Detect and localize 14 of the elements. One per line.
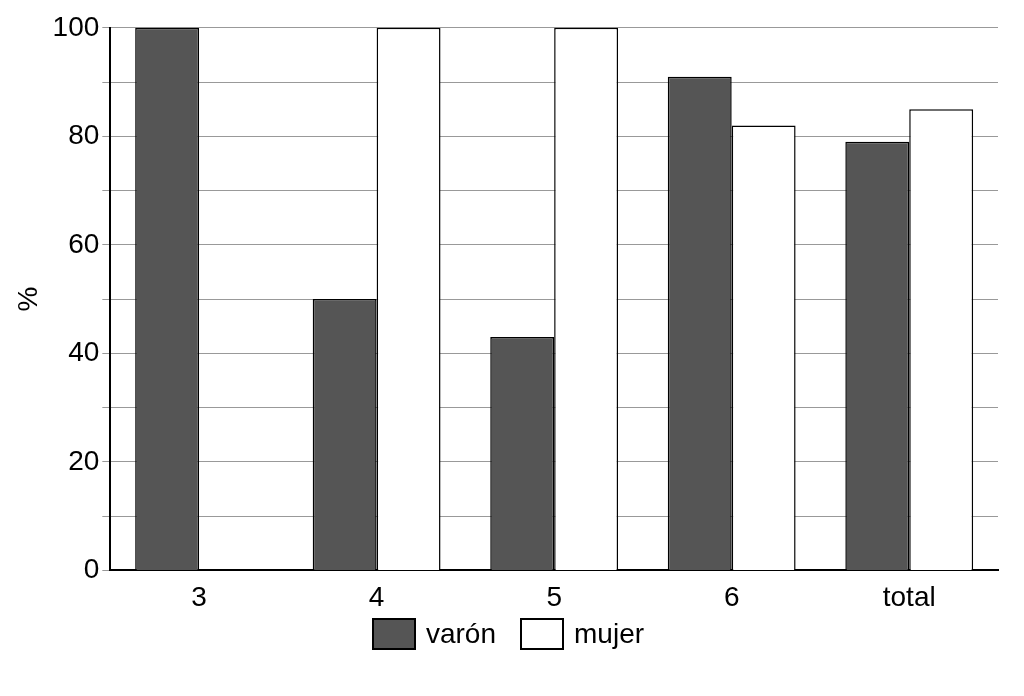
y-tick-label: 0 bbox=[83, 553, 100, 585]
y-tick-label: 100 bbox=[52, 10, 100, 42]
x-tick-label: total bbox=[882, 580, 936, 612]
y-tick-label: 80 bbox=[68, 119, 100, 151]
legend-label: varón bbox=[425, 618, 497, 650]
x-tick-label: 4 bbox=[368, 580, 385, 612]
x-tick-label: 3 bbox=[191, 580, 207, 612]
x-tick-label: 5 bbox=[546, 580, 562, 612]
y-tick-label: 40 bbox=[68, 336, 100, 368]
y-tick-label: 60 bbox=[68, 227, 100, 259]
y-axis-title: % bbox=[11, 286, 43, 312]
series-label: mujer bbox=[574, 618, 645, 650]
y-tick-label: 20 bbox=[68, 444, 100, 476]
x-tick-label: 6 bbox=[723, 580, 740, 612]
